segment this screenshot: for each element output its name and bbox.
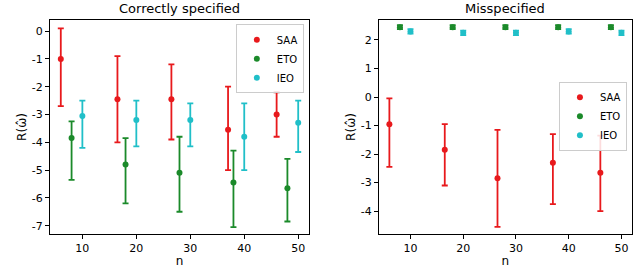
svg-text:0: 0 (36, 25, 43, 38)
svg-text:IEO: IEO (277, 73, 294, 84)
svg-text:10: 10 (403, 242, 417, 255)
svg-text:-4: -4 (32, 136, 43, 149)
svg-text:-7: -7 (32, 220, 43, 233)
svg-text:30: 30 (183, 242, 197, 255)
svg-text:1: 1 (365, 62, 372, 75)
svg-text:20: 20 (129, 242, 143, 255)
svg-text:SAA: SAA (600, 92, 621, 103)
svg-text:-2: -2 (361, 148, 372, 161)
svg-text:40: 40 (237, 242, 251, 255)
svg-text:2: 2 (365, 34, 372, 47)
svg-text:Misspecified: Misspecified (465, 1, 545, 16)
svg-text:-6: -6 (32, 192, 43, 205)
svg-text:40: 40 (562, 242, 576, 255)
svg-text:50: 50 (614, 242, 628, 255)
svg-text:R(ω̂): R(ω̂) (344, 113, 358, 141)
svg-text:IEO: IEO (600, 130, 617, 141)
svg-text:-1: -1 (361, 119, 372, 132)
svg-text:-1: -1 (32, 53, 43, 66)
svg-text:-2: -2 (32, 81, 43, 94)
svg-text:ETO: ETO (277, 54, 297, 65)
svg-text:50: 50 (291, 242, 305, 255)
svg-text:n: n (502, 254, 510, 268)
svg-text:-5: -5 (32, 164, 43, 177)
svg-text:ETO: ETO (600, 111, 620, 122)
svg-text:0: 0 (365, 91, 372, 104)
svg-text:n: n (176, 254, 184, 268)
svg-text:R(ω̂): R(ω̂) (15, 113, 29, 141)
svg-text:SAA: SAA (277, 35, 298, 46)
svg-text:-3: -3 (361, 176, 372, 189)
svg-text:20: 20 (456, 242, 470, 255)
svg-text:Correctly specified: Correctly specified (119, 1, 240, 16)
svg-text:30: 30 (509, 242, 523, 255)
svg-text:-3: -3 (32, 108, 43, 121)
svg-text:10: 10 (75, 242, 89, 255)
svg-text:-4: -4 (361, 205, 372, 218)
